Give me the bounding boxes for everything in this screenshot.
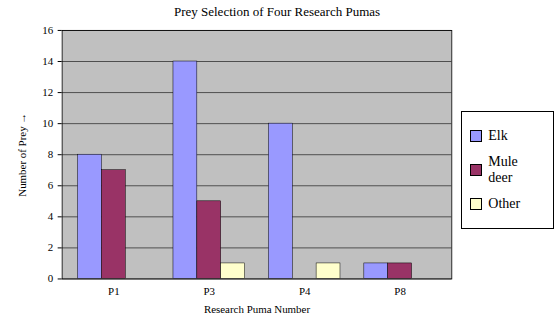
html-text:Mule deer: Mule deer [488, 154, 518, 186]
html-text:Prey Selection of Four Researc: Prey Selection of Four Research Pumas [173, 4, 381, 19]
svg-text:P1: P1 [108, 285, 120, 297]
svg-text:4: 4 [48, 210, 54, 222]
svg-text:14: 14 [42, 55, 53, 67]
svg-text:Research Puma Number: Research Puma Number [204, 303, 311, 315]
svg-text:P8: P8 [394, 285, 406, 297]
svg-text:12: 12 [42, 86, 53, 98]
svg-text:Number of Prey →: Number of Prey → [16, 113, 28, 197]
svg-text:8: 8 [48, 148, 54, 160]
svg-text:P3: P3 [203, 285, 215, 297]
html-text:Elk: Elk [488, 128, 508, 144]
svg-text:2: 2 [48, 241, 53, 253]
svg-text:16: 16 [42, 24, 53, 36]
svg-text:P4: P4 [299, 285, 311, 297]
svg-text:10: 10 [42, 117, 53, 129]
svg-text:0: 0 [48, 272, 54, 284]
html-text:Other: Other [488, 196, 521, 212]
svg-text:6: 6 [48, 179, 54, 191]
